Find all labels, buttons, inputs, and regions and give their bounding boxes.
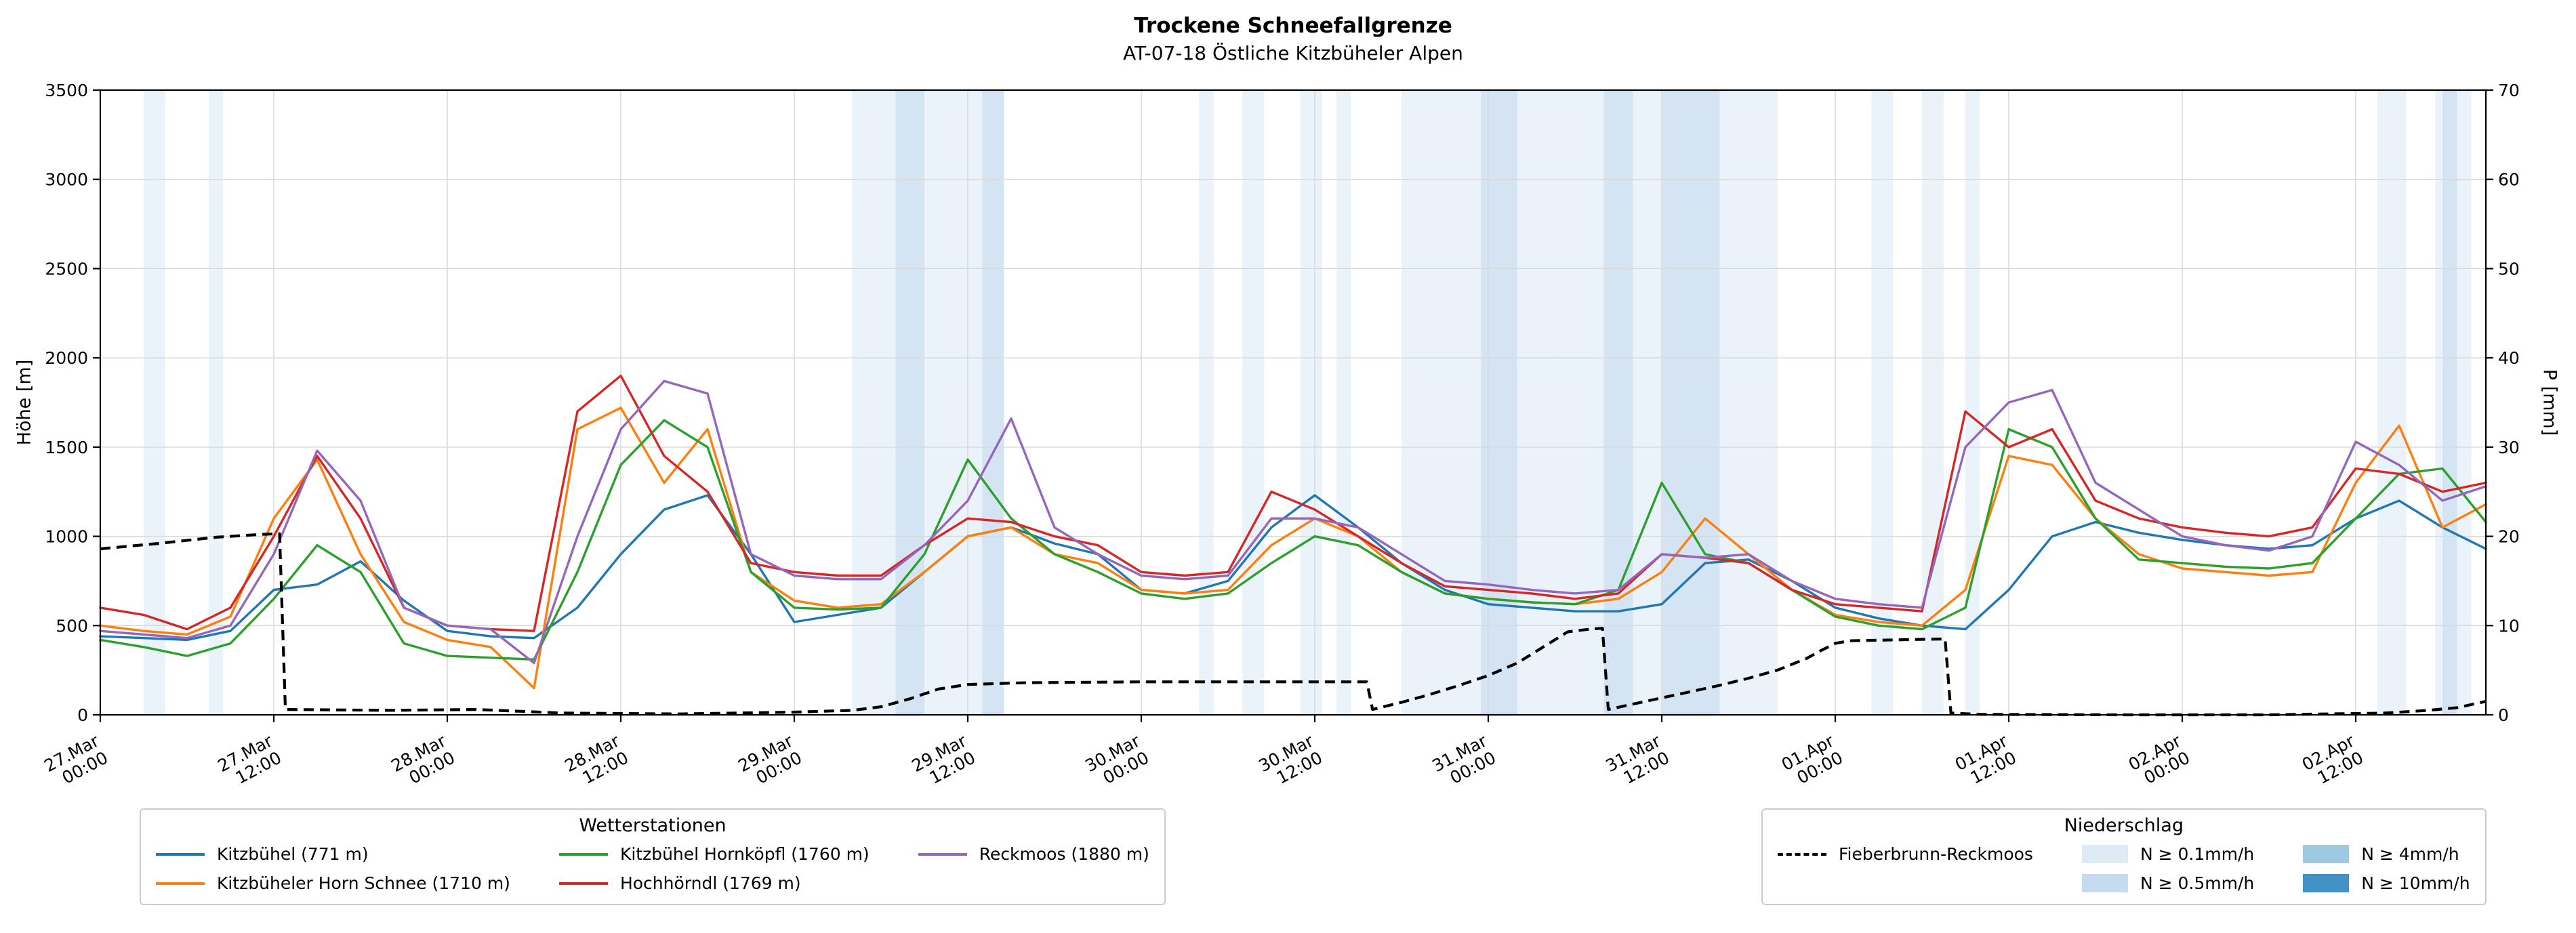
precip-legend-items: Fieberbrunn-Reckmoos N ≥ 0.1mm/h N ≥ 0.5mm… [1778,844,2470,893]
legend-item: N ≥ 10mm/h [2303,873,2470,893]
y-tick-label-right: 40 [2498,348,2520,368]
legend-patch-swatch [2303,874,2350,892]
precip-band [1871,90,1894,715]
x-tick-label: 01.Apr00:00 [1778,730,1847,791]
y-tick-label-right: 30 [2498,438,2520,457]
stations-legend-items: Kitzbühel (771 m) Kitzbüheler Horn Schnee… [156,844,1149,893]
precip-legend-title: Niederschlag [2064,815,2184,836]
series-line [99,494,2487,642]
page-subtitle: AT-07-18 Östliche Kitzbüheler Alpen [1123,42,1463,64]
legend-item: Reckmoos (1880 m) [918,844,1149,864]
legend-item-label: Reckmoos (1880 m) [979,844,1149,864]
legend-item-label: N ≥ 10mm/h [2361,873,2470,893]
series-line [99,379,2487,665]
precip-band [1336,90,1351,715]
precip-band [2442,90,2457,715]
stations-legend: Wetterstationen Kitzbühel (771 m) Kitzbüh… [140,808,1166,905]
y-tick-label-right: 70 [2498,81,2520,100]
legend-column: Reckmoos (1880 m) [918,844,1149,864]
x-tick-label: 30.Mar00:00 [1082,730,1152,792]
y-tick-label-right: 10 [2498,616,2520,636]
stations-legend-title: Wetterstationen [579,815,727,836]
precip-band [1300,90,1322,715]
legend-column: N ≥ 0.1mm/h N ≥ 0.5mm/h [2081,844,2255,893]
page-title: Trockene Schneefallgrenze [1134,14,1452,38]
x-tick-label: 02.Apr12:00 [2299,730,2367,791]
y-tick-label-left: 3000 [45,170,88,190]
precip-band [2377,90,2407,715]
legend-patch-swatch [2303,845,2350,863]
legend-line-sample [918,852,967,856]
series-line [99,407,2487,690]
y-tick-label-left: 500 [56,616,88,636]
y-tick-label-left: 0 [77,705,88,725]
y-tick-label-right: 60 [2498,170,2520,190]
x-tick-label: 30.Mar12:00 [1255,730,1326,792]
legend-item-label: Kitzbühel Hornköpfl (1760 m) [619,844,870,864]
x-tick-label: 28.Mar12:00 [561,730,632,792]
precip-band [209,90,224,715]
y-tick-label-left: 3500 [45,81,88,100]
x-tick-label: 27.Mar12:00 [214,730,285,792]
legend-item: Kitzbühel (771 m) [156,844,510,864]
legend-line-sample [558,882,608,885]
y-tick-label-right: 20 [2498,527,2520,547]
series-line [99,374,2487,632]
legend-item-label: N ≥ 0.5mm/h [2140,873,2255,893]
y-tick-label-left: 2500 [45,259,88,278]
precip-band [852,90,1004,715]
precip-band [1481,90,1517,715]
legend-patch-swatch [2081,845,2128,863]
legend-item-label: Hochhörndl (1769 m) [619,873,801,893]
precip-cumulative-line [100,532,2487,717]
legend-column: Kitzbühel Hornköpfl (1760 m) Hochhörndl (… [558,844,870,893]
x-tick-label: 02.Apr00:00 [2125,730,2194,791]
y-tick-label-left: 1500 [45,438,88,457]
legend-item: Kitzbüheler Horn Schnee (1710 m) [156,873,510,893]
legend-item: N ≥ 0.1mm/h [2081,844,2255,864]
precip-band [1199,90,1214,715]
precip-band [1242,90,1265,715]
legend-item-label: N ≥ 4mm/h [2361,844,2459,864]
precip-band [982,90,1004,715]
legend-line-sample [156,852,205,856]
legend-item: Hochhörndl (1769 m) [558,873,870,893]
x-tick-label: 29.Mar12:00 [908,730,979,792]
legend-item-label: Kitzbüheler Horn Schnee (1710 m) [217,873,510,893]
y-tick-label-right: 50 [2498,259,2520,278]
legend-line-sample [558,852,608,856]
legend-item-label: N ≥ 0.1mm/h [2140,844,2255,864]
x-tick-label: 31.Mar00:00 [1429,730,1499,792]
precip-band [1603,90,1633,715]
x-tick-label: 29.Mar00:00 [735,730,805,792]
y-tick-label-left: 1000 [45,527,88,547]
legend-item: N ≥ 4mm/h [2303,844,2470,864]
legend-column: Fieberbrunn-Reckmoos [1778,844,2033,864]
legend-line-sample [156,882,205,885]
legend-item: Kitzbühel Hornköpfl (1760 m) [558,844,870,864]
x-tick-label: 31.Mar12:00 [1602,730,1673,792]
legend-item: Fieberbrunn-Reckmoos [1778,844,2033,864]
x-tick-label: 01.Apr12:00 [1952,730,2020,791]
precip-band [1662,90,1720,715]
y-tick-label-right: 0 [2498,705,2509,725]
legend-patch-swatch [2081,874,2128,892]
precip-band [895,90,924,715]
legend-item-label: Fieberbrunn-Reckmoos [1839,844,2033,864]
legend-item: N ≥ 0.5mm/h [2081,873,2255,893]
legend-dashed-line-sample [1778,852,1826,856]
x-tick-label: 27.Mar00:00 [41,730,111,792]
y-tick-label-left: 2000 [45,348,88,368]
plot-border [99,89,2487,716]
precip-band [144,90,165,715]
legend-column: Kitzbühel (771 m) Kitzbüheler Horn Schnee… [156,844,510,893]
precip-legend: Niederschlag Fieberbrunn-Reckmoos N ≥ 0.1… [1761,808,2487,905]
x-tick-label: 28.Mar00:00 [388,730,458,792]
legend-column: N ≥ 4mm/h N ≥ 10mm/h [2303,844,2470,893]
series-line [99,419,2487,661]
legend-item-label: Kitzbühel (771 m) [217,844,369,864]
